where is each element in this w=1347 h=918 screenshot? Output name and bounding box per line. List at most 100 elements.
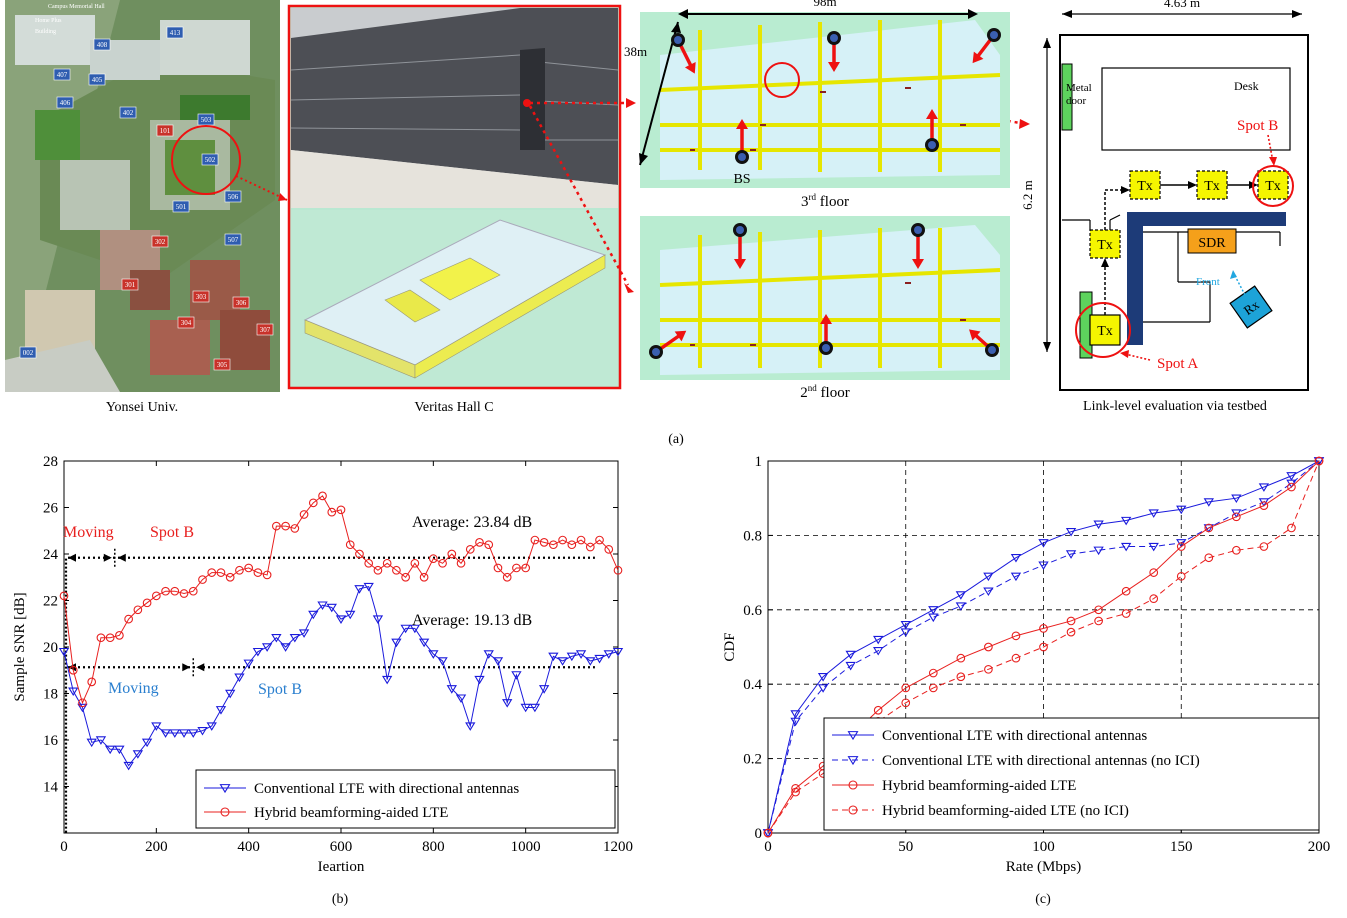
- point-marker: [392, 565, 401, 575]
- building-tag-bg: [156, 124, 174, 137]
- y-tick-label: 0.6: [743, 603, 762, 619]
- bs-arrow-head: [820, 314, 832, 324]
- bs-node-inner: [990, 31, 998, 39]
- point-marker: [928, 606, 939, 615]
- point-marker: [1203, 498, 1214, 507]
- point-marker: [529, 703, 541, 713]
- bs-node-inner: [738, 153, 746, 161]
- point-marker: [1120, 542, 1132, 552]
- point-marker: [1065, 527, 1077, 537]
- point-marker: [928, 683, 938, 693]
- building-tag: 501: [176, 203, 187, 211]
- point-marker: [373, 565, 383, 575]
- point-marker: [1149, 568, 1159, 577]
- bs-arrow-head: [912, 259, 924, 269]
- point-marker: [428, 554, 438, 564]
- point-marker: [1258, 483, 1270, 492]
- testbed-height: 6.2 m: [1020, 180, 1035, 210]
- point-marker: [68, 687, 79, 697]
- tx-label: Tx: [1204, 179, 1220, 194]
- building-tag: 303: [196, 293, 207, 301]
- bs-arrow-head: [736, 119, 748, 129]
- tx-label: Tx: [1097, 324, 1113, 339]
- panel-b-label: (b): [332, 892, 349, 907]
- point-marker: [557, 657, 568, 666]
- bs-arrow-head: [969, 329, 981, 341]
- point-marker: [381, 675, 393, 685]
- bs-node-inner: [822, 344, 830, 352]
- point-marker: [318, 491, 327, 501]
- point-marker: [817, 673, 829, 682]
- point-marker: [492, 657, 504, 666]
- point-marker: [1038, 539, 1049, 548]
- point-marker: [502, 572, 512, 582]
- snr-chart: 0 200 400 600 800 1000 1200 14 16 18 20 22 24 26 28 Iea…: [12, 454, 633, 875]
- bs-node-inner: [830, 34, 838, 42]
- cdf-chart: 0 50 100 150 200 0 0.2 0.4 0.6 0.8 1 Rate (Mbps) CDF…: [722, 454, 1330, 875]
- arrow-head: [68, 663, 76, 672]
- point-marker: [900, 620, 911, 630]
- point-marker: [873, 705, 883, 715]
- highlight-circle: [171, 125, 241, 195]
- floor2-sup: nd: [808, 383, 818, 393]
- building-tag: 506: [228, 193, 239, 201]
- bs-arrow-head: [926, 109, 938, 119]
- point-marker: [216, 568, 226, 577]
- building-tag: 302: [155, 238, 166, 246]
- legend-label: Conventional LTE with directional antenn…: [882, 753, 1200, 769]
- point-marker: [1259, 501, 1269, 510]
- point-marker: [372, 615, 384, 624]
- building-tag: 503: [201, 116, 212, 124]
- point-marker: [86, 738, 97, 748]
- building-tag-bg: [213, 358, 231, 371]
- point-marker: [169, 729, 180, 738]
- point-marker: [290, 524, 300, 533]
- point-marker: [123, 761, 134, 771]
- building-tag-bg: [19, 346, 37, 359]
- point-marker: [1093, 520, 1104, 530]
- y-axis-label: CDF: [722, 632, 738, 661]
- building-tag-bg: [224, 233, 242, 246]
- tx-label: Tx: [1265, 179, 1281, 194]
- point-marker: [1011, 653, 1021, 663]
- point-marker: [59, 591, 69, 601]
- point-marker: [133, 605, 143, 615]
- point-marker: [900, 628, 911, 637]
- point-marker: [345, 540, 355, 550]
- y-tick-label: 1: [755, 454, 763, 470]
- point-marker: [901, 698, 911, 708]
- point-marker: [225, 689, 236, 699]
- point-marker: [207, 568, 217, 577]
- panel-a: Campus Memorial Hall Home Plus Building …: [5, 0, 1309, 447]
- panel-c: 0 50 100 150 200 0 0.2 0.4 0.6 0.8 1 Rate (Mbps) CDF…: [722, 454, 1330, 907]
- point-marker: [928, 668, 938, 678]
- point-marker: [206, 722, 217, 731]
- point-marker: [225, 572, 235, 582]
- point-marker: [428, 650, 439, 659]
- point-marker: [438, 558, 447, 568]
- point-marker: [549, 540, 558, 550]
- dim-width: 38m: [624, 44, 647, 59]
- point-marker: [281, 521, 290, 531]
- point-marker: [419, 572, 429, 582]
- point-marker: [1120, 516, 1132, 526]
- point-marker: [613, 565, 623, 575]
- point-marker: [585, 657, 596, 666]
- point-marker: [520, 703, 531, 713]
- point-marker: [603, 650, 614, 659]
- point-marker: [484, 540, 494, 550]
- building-tag-bg: [192, 290, 210, 303]
- building-tag: 101: [160, 127, 171, 135]
- building-tag-bg: [151, 235, 169, 248]
- building-tag-bg: [121, 278, 139, 291]
- point-marker: [1287, 523, 1296, 533]
- point-marker: [575, 650, 587, 659]
- point-marker: [124, 614, 133, 624]
- floor3-rest: floor: [816, 194, 849, 210]
- annotation: Spot B: [258, 681, 302, 698]
- point-marker: [382, 558, 392, 568]
- x-tick-label: 150: [1170, 839, 1193, 855]
- dim-length: 98m: [813, 0, 836, 9]
